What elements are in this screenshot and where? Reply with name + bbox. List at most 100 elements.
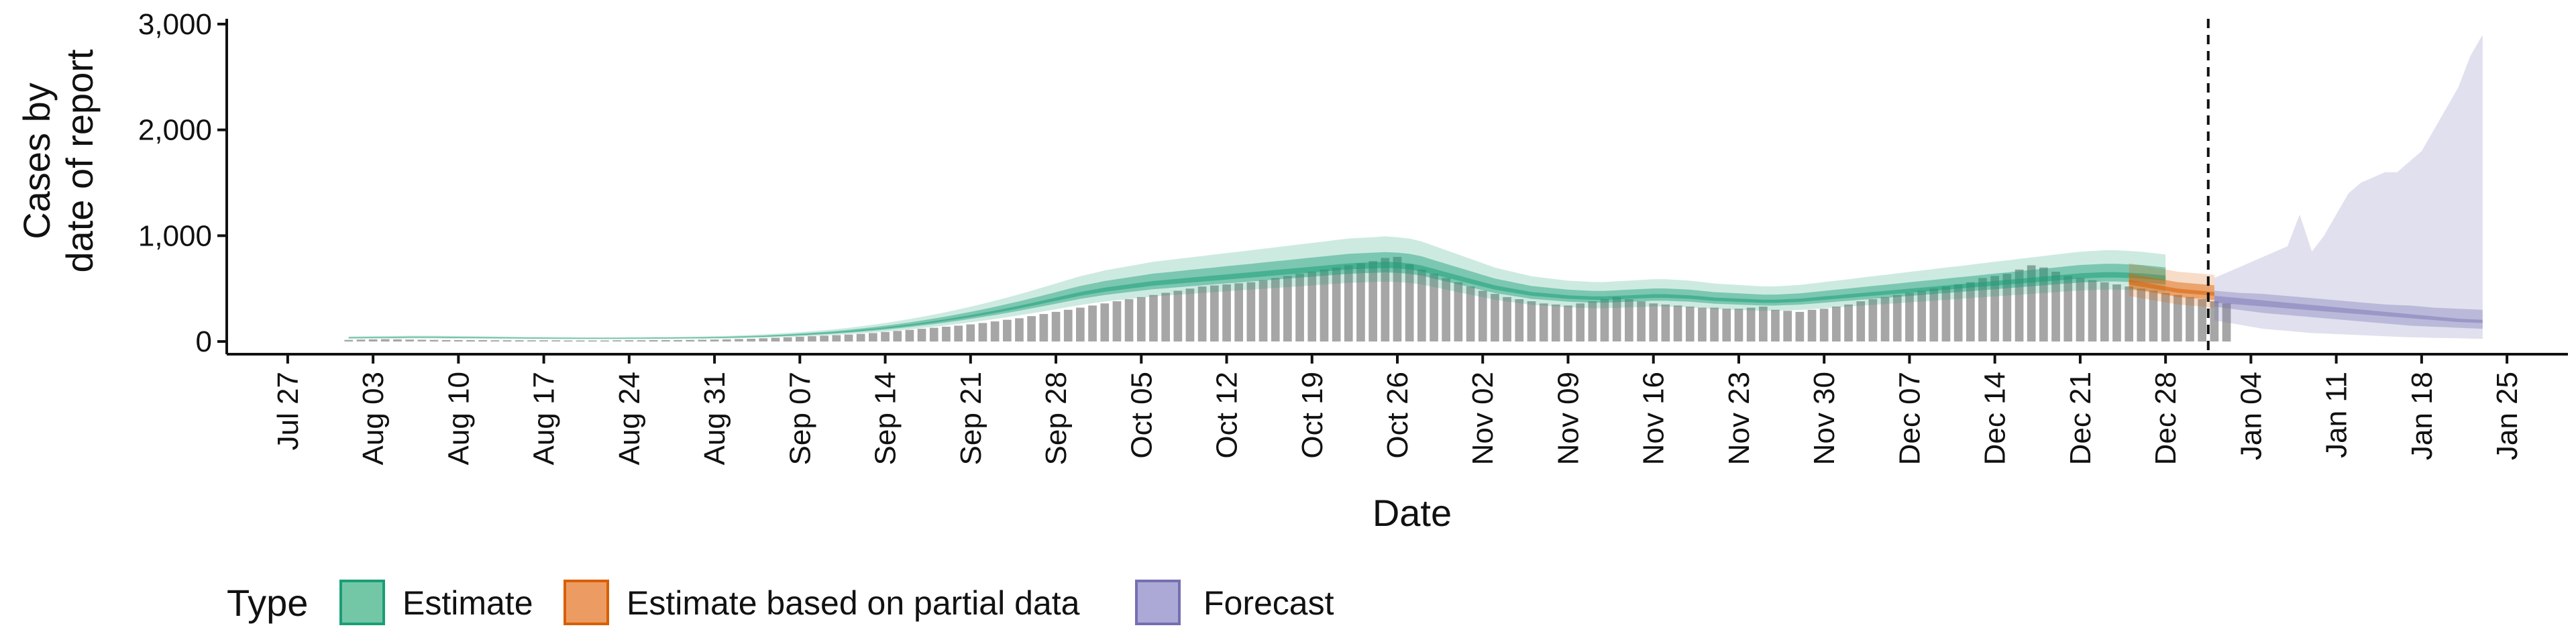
observed-bar — [2112, 284, 2121, 342]
observed-bar — [1161, 292, 1170, 342]
observed-bar — [1234, 283, 1243, 342]
observed-bar — [1953, 284, 1963, 342]
x-tick-label: Aug 24 — [613, 372, 646, 465]
ribbon-90-estimate — [348, 236, 2166, 339]
legend-label-partial: Estimate based on partial data — [627, 584, 1080, 622]
observed-bar — [1856, 301, 1866, 341]
ribbon-90-forecast — [2214, 34, 2483, 339]
ribbon-50-forecast — [2214, 290, 2483, 329]
observed-bar — [661, 340, 670, 342]
observed-bar — [612, 340, 621, 341]
observed-bar — [820, 335, 828, 342]
x-tick-label: Aug 17 — [528, 372, 561, 465]
observed-bar — [1454, 282, 1463, 341]
x-tick-label: Dec 21 — [2064, 372, 2097, 465]
observed-bar — [1320, 269, 1329, 342]
x-tick-label: Nov 02 — [1466, 372, 1499, 465]
observed-bar — [417, 339, 427, 341]
observed-bar — [856, 333, 865, 342]
observed-bar — [1661, 304, 1670, 342]
observed-bar — [966, 324, 975, 342]
observed-bar — [1027, 316, 1036, 342]
observed-bar — [1112, 301, 1122, 341]
observed-bar — [808, 336, 816, 342]
observed-bar — [1588, 301, 1597, 341]
observed-bar — [869, 333, 877, 342]
observed-bar — [441, 339, 451, 342]
observed-bar — [1990, 276, 1999, 342]
legend-item-forecast: Forecast — [1135, 580, 1334, 625]
observed-bar — [2222, 303, 2231, 342]
ribbon-inner-estimate — [348, 252, 2166, 339]
observed-bar — [1673, 305, 1682, 341]
observed-bar — [2149, 290, 2158, 342]
observed-bar — [844, 334, 853, 342]
ribbon-inner-estimate-core — [348, 262, 2166, 339]
observed-bar — [893, 331, 902, 342]
observed-bar — [1917, 290, 1926, 342]
x-tick-label: Nov 16 — [1638, 372, 1670, 465]
observed-bar — [1124, 299, 1134, 342]
observed-bar — [990, 321, 1000, 342]
observed-bar — [2174, 294, 2182, 342]
observed-bar — [405, 339, 414, 341]
observed-bar — [1600, 299, 1609, 342]
observed-bar — [527, 340, 536, 341]
observed-bar — [1649, 303, 1658, 342]
observed-bar — [1759, 307, 1768, 342]
observed-bar — [490, 340, 500, 342]
observed-bar — [917, 329, 926, 341]
observed-bar — [1941, 286, 1951, 342]
x-tick-label: Jan 11 — [2320, 372, 2353, 458]
observed-bar — [2002, 274, 2012, 341]
observed-bar — [881, 331, 890, 342]
observed-bar — [1136, 297, 1146, 341]
observed-bar — [698, 339, 707, 341]
y-axis-title-line-2: date of report — [58, 49, 101, 273]
y-tick-label: 0 — [196, 325, 212, 358]
y-tick-label: 3,000 — [138, 8, 212, 41]
observed-bar — [2161, 292, 2170, 342]
observed-bar — [1966, 282, 1975, 341]
observed-bar — [564, 340, 573, 342]
legend-item-partial: Estimate based on partial data — [564, 580, 1080, 625]
observed-bar — [1478, 290, 1487, 342]
observed-bar — [686, 339, 695, 342]
x-tick-label: Nov 30 — [1808, 372, 1841, 465]
observed-bar — [905, 329, 914, 342]
legend: Type Estimate Estimate based on partial … — [227, 580, 1334, 625]
observed-bar — [1088, 305, 1097, 341]
observed-bar — [1283, 276, 1292, 342]
observed-bar — [1210, 285, 1219, 342]
x-tick-label: Dec 14 — [1979, 372, 2012, 465]
observed-bar — [1063, 309, 1073, 342]
x-tick-label: Jan 18 — [2406, 372, 2438, 460]
observed-bar — [649, 340, 658, 342]
ribbon-core-forecast — [2214, 295, 2483, 323]
observed-bar — [1564, 305, 1572, 341]
observed-bar — [539, 340, 548, 341]
observed-bar — [1734, 309, 1743, 342]
ribbon-90-estimate-based-on-partial-data — [2129, 263, 2214, 308]
observed-bar — [1819, 309, 1829, 342]
estimate-ribbons — [348, 34, 2483, 339]
observed-bar — [344, 339, 354, 342]
observed-bar — [1710, 307, 1719, 342]
observed-bar — [2076, 278, 2085, 341]
observed-bar — [1381, 258, 1390, 342]
axes: 0 1,000 2,000 3,000 Jul 27 Aug 03 Aug 10 Aug 17… — [138, 8, 2568, 465]
observed-bar — [429, 339, 439, 342]
observed-bar — [576, 340, 585, 342]
observed-bar — [515, 340, 524, 342]
observed-bar — [2063, 276, 2073, 342]
observed-bar — [1844, 304, 1853, 342]
observed-bar — [625, 340, 634, 342]
y-tick-label: 1,000 — [138, 219, 212, 252]
observed-bar — [832, 335, 841, 342]
observed-bar — [783, 337, 792, 342]
observed-bar — [954, 325, 963, 342]
x-axis-title: Date — [1373, 492, 1452, 534]
observed-bar — [637, 340, 646, 342]
legend-key-estimate — [339, 580, 385, 625]
observed-bar — [2088, 280, 2097, 342]
